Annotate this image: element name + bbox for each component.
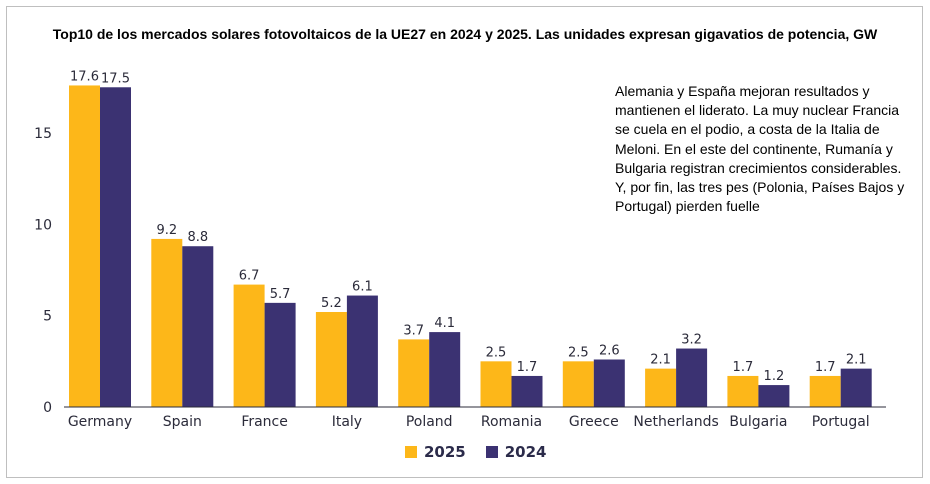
data-label-2024-spain: 8.8 [187, 230, 208, 245]
annotation-text: Alemania y España mejoran resultados y m… [615, 83, 905, 215]
bar-2025-romania [480, 361, 512, 407]
x-tick-label: Germany [68, 414, 132, 430]
data-label-2025-france: 6.7 [239, 269, 260, 284]
x-tick-label: Bulgaria [729, 414, 787, 430]
x-tick-label: Netherlands [633, 414, 718, 430]
x-tick-label: Spain [163, 414, 202, 430]
bar-2025-italy [315, 311, 347, 407]
legend-swatch-2024 [485, 446, 498, 458]
x-tick-label: Greece [569, 414, 619, 430]
data-label-2024-romania: 1.7 [517, 360, 538, 375]
x-tick-label: Italy [332, 414, 362, 430]
data-label-2024-portugal: 2.1 [846, 353, 867, 368]
y-tick-label: 10 [34, 217, 52, 233]
y-tick-label: 15 [34, 126, 52, 142]
legend-label-2024: 2024 [504, 443, 547, 461]
legend-item-2025: 2025 [405, 443, 466, 461]
data-label-2024-greece: 2.6 [599, 343, 620, 358]
data-label-2025-italy: 5.2 [321, 296, 342, 311]
data-label-2025-germany: 17.6 [70, 69, 99, 84]
legend-label-2025: 2025 [424, 443, 466, 461]
bar-2025-spain [151, 238, 183, 407]
data-label-2025-greece: 2.5 [568, 345, 589, 360]
bar-2024-france [264, 302, 296, 407]
bar-2024-portugal [840, 368, 872, 407]
chart-frame [6, 6, 923, 478]
bar-2024-romania [511, 375, 543, 407]
bar-2024-poland [429, 332, 461, 407]
x-tick-label: Portugal [812, 414, 870, 430]
data-label-2024-germany: 17.5 [101, 71, 130, 86]
bar-2025-germany [69, 85, 100, 407]
data-label-2024-france: 5.7 [270, 287, 291, 302]
bar-2024-greece [593, 359, 625, 407]
y-tick-label: 5 [43, 309, 52, 325]
data-label-2024-netherlands: 3.2 [681, 333, 702, 348]
data-label-2025-poland: 3.7 [403, 323, 424, 338]
bar-2025-greece [562, 361, 594, 407]
bar-2024-spain [182, 246, 214, 407]
bar-2025-poland [398, 339, 430, 407]
y-tick-label: 0 [43, 400, 52, 416]
legend-swatch-2025 [405, 446, 417, 458]
bar-2024-germany [100, 87, 131, 408]
bar-2025-portugal [809, 375, 841, 407]
legend-item-2024: 2024 [485, 443, 547, 461]
data-label-2024-italy: 6.1 [352, 280, 373, 295]
bar-2024-italy [346, 295, 378, 407]
bar-2024-bulgaria [758, 385, 790, 407]
data-label-2024-bulgaria: 1.2 [764, 369, 785, 384]
data-label-2025-romania: 2.5 [486, 345, 507, 360]
x-tick-label: Romania [481, 414, 542, 430]
legend: 2025 2024 [405, 443, 559, 461]
data-label-2025-spain: 9.2 [156, 223, 177, 238]
bar-2025-netherlands [645, 368, 677, 407]
x-tick-label: France [241, 414, 288, 430]
data-label-2024-poland: 4.1 [434, 316, 455, 331]
data-label-2025-portugal: 1.7 [815, 360, 836, 375]
bar-2025-france [233, 284, 265, 407]
data-label-2025-netherlands: 2.1 [650, 353, 671, 368]
chart-title: Top10 de los mercados solares fotovoltai… [52, 26, 878, 42]
bar-2025-bulgaria [727, 375, 759, 407]
x-tick-label: Poland [406, 414, 453, 430]
bar-2024-netherlands [676, 348, 708, 407]
data-label-2025-bulgaria: 1.7 [733, 360, 754, 375]
